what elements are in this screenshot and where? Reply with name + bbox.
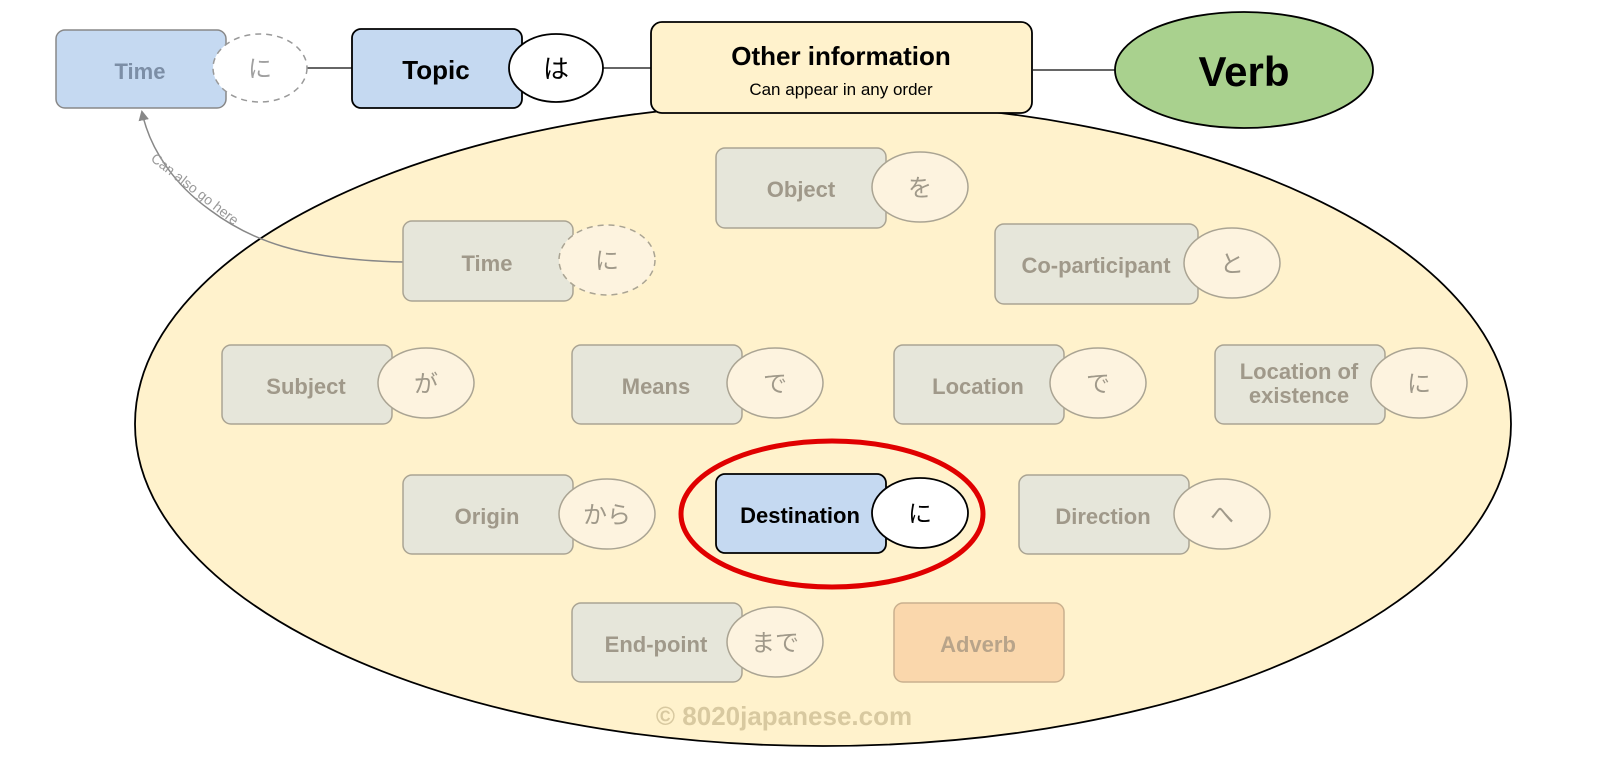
object-label: Object [767,177,836,202]
item-subject: Subject が [221,344,475,425]
item-location: Location で [893,344,1147,425]
coparticipant-particle-text: と [1220,250,1244,278]
item-coparticipant: Co-participant と [994,223,1281,305]
adverb-box [893,602,1065,683]
location-particle-text: で [1086,370,1110,398]
header-topic-particle-text: は [543,55,569,85]
item-adverb: Adverb [893,602,1065,683]
header-time-label: Time [115,59,166,84]
endpoint-particle [726,606,824,678]
item-object: Object を [715,147,969,229]
item-destination: Destination に [715,473,969,554]
time-particle-text: に [595,247,619,275]
subject-particle-text: が [414,370,438,398]
item-time: Time に [402,220,656,302]
existence-label-line1: Location of [1240,359,1359,384]
arrow-note: Can also go here [148,150,242,228]
header-other-group: Other information Can appear in any orde… [650,21,1033,114]
subject-label: Subject [266,374,346,399]
endpoint-particle-text: まで [751,629,799,657]
destination-particle [871,477,969,549]
destination-particle-text: に [908,500,932,528]
existence-particle [1370,347,1468,419]
time-particle [558,224,656,296]
coparticipant-particle [1183,227,1281,299]
highlight-ring [678,438,986,590]
location-label: Location [932,374,1024,399]
copyright-text: © 8020japanese.com [656,701,912,731]
object-particle-text: を [908,174,932,202]
header-other-subtitle: Can appear in any order [749,80,933,99]
verb-label: Verb [1198,48,1289,95]
means-particle-text: で [763,370,787,398]
direction-label: Direction [1055,504,1150,529]
item-existence: Location of existence に [1214,344,1468,425]
direction-particle [1173,478,1271,550]
header-topic-particle [508,33,604,103]
direction-particle-text: へ [1210,501,1234,529]
time-label: Time [462,251,513,276]
item-direction: Direction へ [1018,474,1271,555]
coparticipant-label: Co-participant [1021,253,1171,278]
header-other-title: Other information [731,41,951,71]
header-time-group: Time に [55,29,308,109]
verb-ellipse [1114,11,1374,129]
header-other-box [650,21,1033,114]
return-arrow [138,109,405,263]
existence-label-line2: existence [1249,383,1349,408]
header-time-particle [212,33,308,103]
origin-label: Origin [455,504,520,529]
location-particle [1049,347,1147,419]
means-particle [726,347,824,419]
item-origin: Origin から [402,474,656,555]
existence-particle-text: に [1407,370,1431,398]
object-particle [871,151,969,223]
origin-particle [558,478,656,550]
header-time-particle-text: に [248,55,272,83]
means-label: Means [622,374,690,399]
origin-particle-text: から [583,501,631,529]
adverb-label: Adverb [940,632,1016,657]
destination-label: Destination [740,503,860,528]
header-verb-group: Verb [1114,11,1374,129]
header-topic-label: Topic [402,55,469,85]
subject-particle [377,347,475,419]
endpoint-label: End-point [605,632,708,657]
item-means: Means で [571,344,824,425]
item-endpoint: End-point まで [571,602,824,683]
header-topic-group: Topic は [351,28,604,109]
